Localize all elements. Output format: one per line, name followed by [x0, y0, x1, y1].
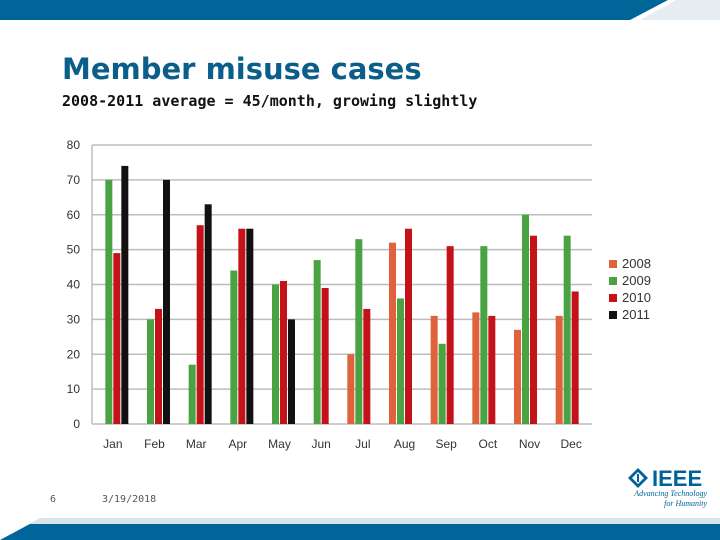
y-tick-label-60: 60: [67, 208, 81, 222]
logo-tagline: Advancing Technology for Humanity: [634, 489, 707, 508]
x-tick-label-mar: Mar: [186, 437, 207, 451]
bar-2009-oct: [480, 246, 488, 424]
bar-2008-aug: [389, 242, 396, 424]
bar-2010-jan: [113, 253, 121, 424]
legend-label-2009: 2009: [622, 273, 651, 288]
bar-2009-jun: [313, 260, 321, 424]
legend-item-2008: 2008: [609, 255, 651, 272]
y-tick-label-40: 40: [67, 278, 81, 292]
bar-2008-nov: [514, 329, 521, 424]
legend-label-2008: 2008: [622, 256, 651, 271]
y-tick-label-80: 80: [67, 138, 81, 152]
bar-2009-apr: [230, 270, 238, 424]
ieee-logo: IEEE Advancing Technology for Humanity: [627, 466, 707, 510]
bar-2010-sep: [446, 246, 454, 424]
slide-date: 3/19/2018: [102, 494, 157, 505]
y-tick-label-10: 10: [67, 382, 81, 396]
slide-subtitle: 2008-2011 average = 45/month, growing sl…: [62, 92, 478, 110]
legend-item-2010: 2010: [609, 289, 651, 306]
bottom-band: [0, 518, 720, 540]
y-tick-label-30: 30: [67, 312, 81, 326]
legend-swatch-2008: [609, 259, 617, 268]
bar-2011-apr: [246, 228, 254, 424]
y-tick-label-20: 20: [67, 347, 81, 361]
slide-title: Member misuse cases: [62, 52, 422, 86]
bar-2009-jan: [105, 179, 113, 424]
y-tick-label-50: 50: [67, 243, 81, 257]
top-band: [0, 0, 720, 20]
x-tick-label-apr: Apr: [228, 437, 247, 451]
bar-2009-jul: [355, 239, 363, 424]
legend-swatch-2009: [609, 276, 617, 285]
x-tick-label-aug: Aug: [394, 437, 415, 451]
x-tick-label-jul: Jul: [355, 437, 370, 451]
y-tick-label-0: 0: [73, 417, 80, 431]
bar-2010-mar: [196, 225, 204, 424]
bar-2010-apr: [238, 228, 246, 424]
bar-2010-may: [280, 281, 287, 424]
y-tick-label-70: 70: [67, 173, 81, 187]
bar-2008-sep: [430, 315, 438, 424]
x-tick-label-jan: Jan: [103, 437, 122, 451]
bar-2011-jan: [121, 165, 129, 425]
x-tick-label-nov: Nov: [519, 437, 540, 451]
bar-2009-sep: [438, 343, 446, 424]
x-tick-label-may: May: [268, 437, 291, 451]
ieee-diamond-icon: [628, 468, 648, 488]
x-tick-label-oct: Oct: [478, 437, 497, 451]
page-number: 6: [50, 494, 57, 505]
bar-2009-aug: [397, 298, 404, 424]
legend-swatch-2010: [609, 293, 617, 302]
bar-2009-nov: [522, 214, 529, 424]
bar-2008-oct: [472, 312, 480, 424]
bar-2011-may: [288, 319, 295, 424]
logo-wordmark: IEEE: [652, 466, 703, 491]
bar-2009-mar: [188, 364, 196, 424]
legend-label-2010: 2010: [622, 290, 651, 305]
legend-swatch-2011: [609, 310, 617, 319]
bar-2010-dec: [571, 291, 579, 424]
bar-2010-oct: [488, 315, 496, 424]
bar-2011-feb: [163, 179, 170, 424]
legend-item-2009: 2009: [609, 272, 651, 289]
legend-label-2011: 2011: [622, 307, 650, 322]
bar-2008-jul: [347, 354, 355, 424]
x-tick-label-feb: Feb: [144, 437, 165, 451]
x-tick-label-dec: Dec: [560, 437, 581, 451]
x-tick-label-sep: Sep: [435, 437, 457, 451]
legend-item-2011: 2011: [609, 306, 651, 323]
bar-2009-may: [272, 284, 279, 424]
x-tick-label-jun: Jun: [311, 437, 330, 451]
bar-2010-feb: [155, 308, 162, 424]
bar-chart: 0 10 20 30 40 50 60 70 80 Jan Feb Mar Apr May Jun Jul Au…: [67, 138, 592, 451]
bar-2010-jul: [363, 308, 371, 424]
bar-2011-mar: [204, 204, 212, 424]
chart-legend: 2008 2009 2010 2011: [609, 255, 651, 323]
bar-2010-jun: [321, 287, 329, 424]
bar-2009-dec: [563, 235, 571, 424]
bar-2010-aug: [405, 228, 412, 424]
bar-2008-dec: [555, 315, 563, 424]
bar-2010-nov: [530, 235, 537, 424]
bar-2009-feb: [147, 319, 154, 424]
